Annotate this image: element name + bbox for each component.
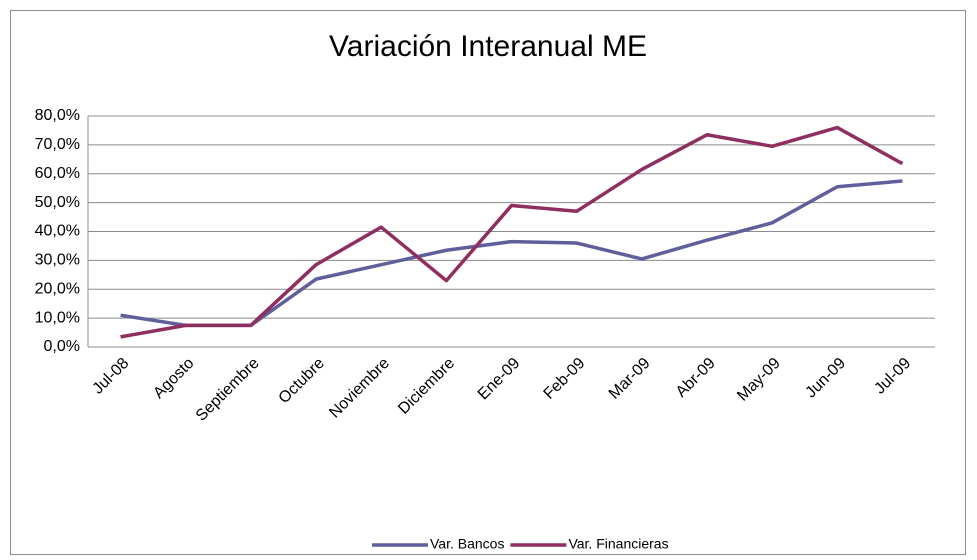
y-tick-label: 50,0%: [35, 194, 80, 211]
legend-label: Var. Financieras: [568, 536, 668, 552]
y-tick-label: 80,0%: [35, 107, 80, 124]
y-tick-label: 30,0%: [35, 252, 80, 269]
chart-border: [10, 10, 966, 555]
y-tick-label: 0,0%: [44, 338, 80, 355]
y-tick-label: 70,0%: [35, 136, 80, 153]
data-line: [120, 125, 904, 339]
y-tick-label: 10,0%: [35, 309, 80, 326]
y-tick-label: 40,0%: [35, 223, 80, 240]
legend-label: Var. Bancos: [430, 536, 504, 552]
y-tick-label: 20,0%: [35, 280, 80, 297]
y-tick-label: 60,0%: [35, 165, 80, 182]
chart-title: Variación Interanual ME: [329, 30, 647, 63]
